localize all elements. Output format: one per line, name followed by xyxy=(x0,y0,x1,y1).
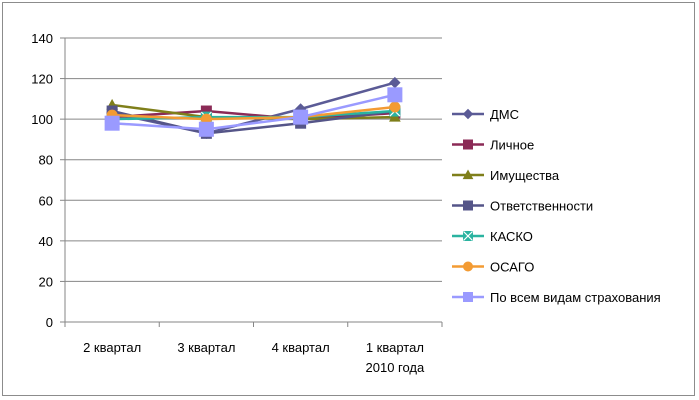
series-line xyxy=(111,109,396,135)
legend-item: ДМС xyxy=(452,107,519,122)
y-tick-label: 40 xyxy=(39,234,53,249)
y-tick-label: 60 xyxy=(39,193,53,208)
x-tick-label: 1 квартал xyxy=(366,340,424,355)
x-tick-label: 3 квартал xyxy=(177,340,235,355)
legend-item: Имущества xyxy=(452,168,560,183)
legend-item: Ответственности xyxy=(452,199,593,214)
legend-marker xyxy=(463,200,473,211)
legend-label: Ответственности xyxy=(490,199,593,214)
legend-label: По всем видам страхования xyxy=(490,290,661,305)
legend-item: Личное xyxy=(452,138,534,153)
series-layer xyxy=(104,76,403,140)
series-line xyxy=(112,93,396,131)
legend-label: ДМС xyxy=(490,107,519,122)
data-point xyxy=(389,76,401,89)
legend-item: ОСАГО xyxy=(452,260,534,275)
y-tick-label: 140 xyxy=(31,31,53,46)
legend: ДМС Личное Имущества Ответственности КАСКО ОС… xyxy=(452,107,661,305)
x-tick-label: 2 квартал xyxy=(83,340,141,355)
legend-label: ОСАГО xyxy=(490,260,534,275)
chart-frame xyxy=(2,2,695,396)
series-line xyxy=(112,105,396,121)
legend-label: КАСКО xyxy=(490,229,533,244)
legend-label: Личное xyxy=(490,138,534,153)
gridlines xyxy=(65,37,442,282)
legend-marker xyxy=(462,108,474,120)
legend-marker-cross xyxy=(463,231,473,241)
data-point xyxy=(104,115,120,131)
axes: 0 20 40 60 80 100 120 140 2 квартал 3 квартал 4 кв… xyxy=(31,31,443,375)
legend-marker xyxy=(463,139,473,150)
data-point xyxy=(387,87,403,103)
series-6 xyxy=(104,87,403,137)
data-point xyxy=(198,121,214,137)
x-tick-label: 4 квартал xyxy=(272,340,330,355)
data-point xyxy=(389,101,401,113)
data-point xyxy=(389,111,401,122)
legend-label: Имущества xyxy=(490,168,560,183)
legend-item: По всем видам страхования xyxy=(452,290,661,305)
y-tick-label: 80 xyxy=(39,153,53,168)
legend-item: КАСКО xyxy=(452,229,533,244)
legend-marker xyxy=(463,261,473,272)
data-point xyxy=(293,109,309,125)
y-tick-label: 100 xyxy=(31,112,53,127)
legend-marker xyxy=(462,169,474,180)
y-tick-label: 20 xyxy=(39,274,53,289)
y-tick-label: 120 xyxy=(31,72,53,87)
legend-marker xyxy=(463,292,473,302)
y-tick-label: 0 xyxy=(46,315,53,330)
x-tick-label: 2010 года xyxy=(366,360,426,375)
